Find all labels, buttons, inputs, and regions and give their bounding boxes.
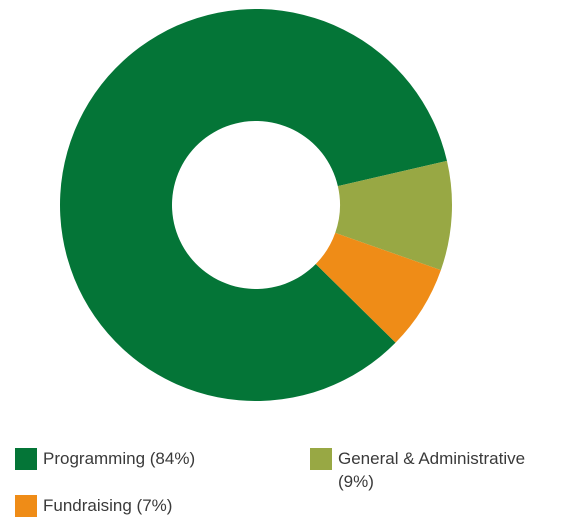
legend-swatch-programming — [15, 448, 37, 470]
donut-chart — [60, 8, 452, 401]
legend-label-programming: Programming (84%) — [43, 449, 196, 468]
legend-label-general-administrative: General & Administrative (9%) — [338, 449, 526, 491]
slice-fundraising — [315, 232, 441, 343]
legend-item-general-administrative: General & Administrative (9%) — [310, 447, 525, 493]
legend-item-programming: Programming (84%) — [15, 447, 195, 470]
slice-general-administrative — [335, 160, 452, 271]
legend-label-fundraising: Fundraising (7%) — [43, 496, 173, 515]
slices — [60, 8, 452, 401]
slice-programming — [60, 8, 447, 401]
legend-item-fundraising: Fundraising (7%) — [15, 494, 172, 517]
legend-swatch-fundraising — [15, 495, 37, 517]
legend-swatch-general-administrative — [310, 448, 332, 470]
